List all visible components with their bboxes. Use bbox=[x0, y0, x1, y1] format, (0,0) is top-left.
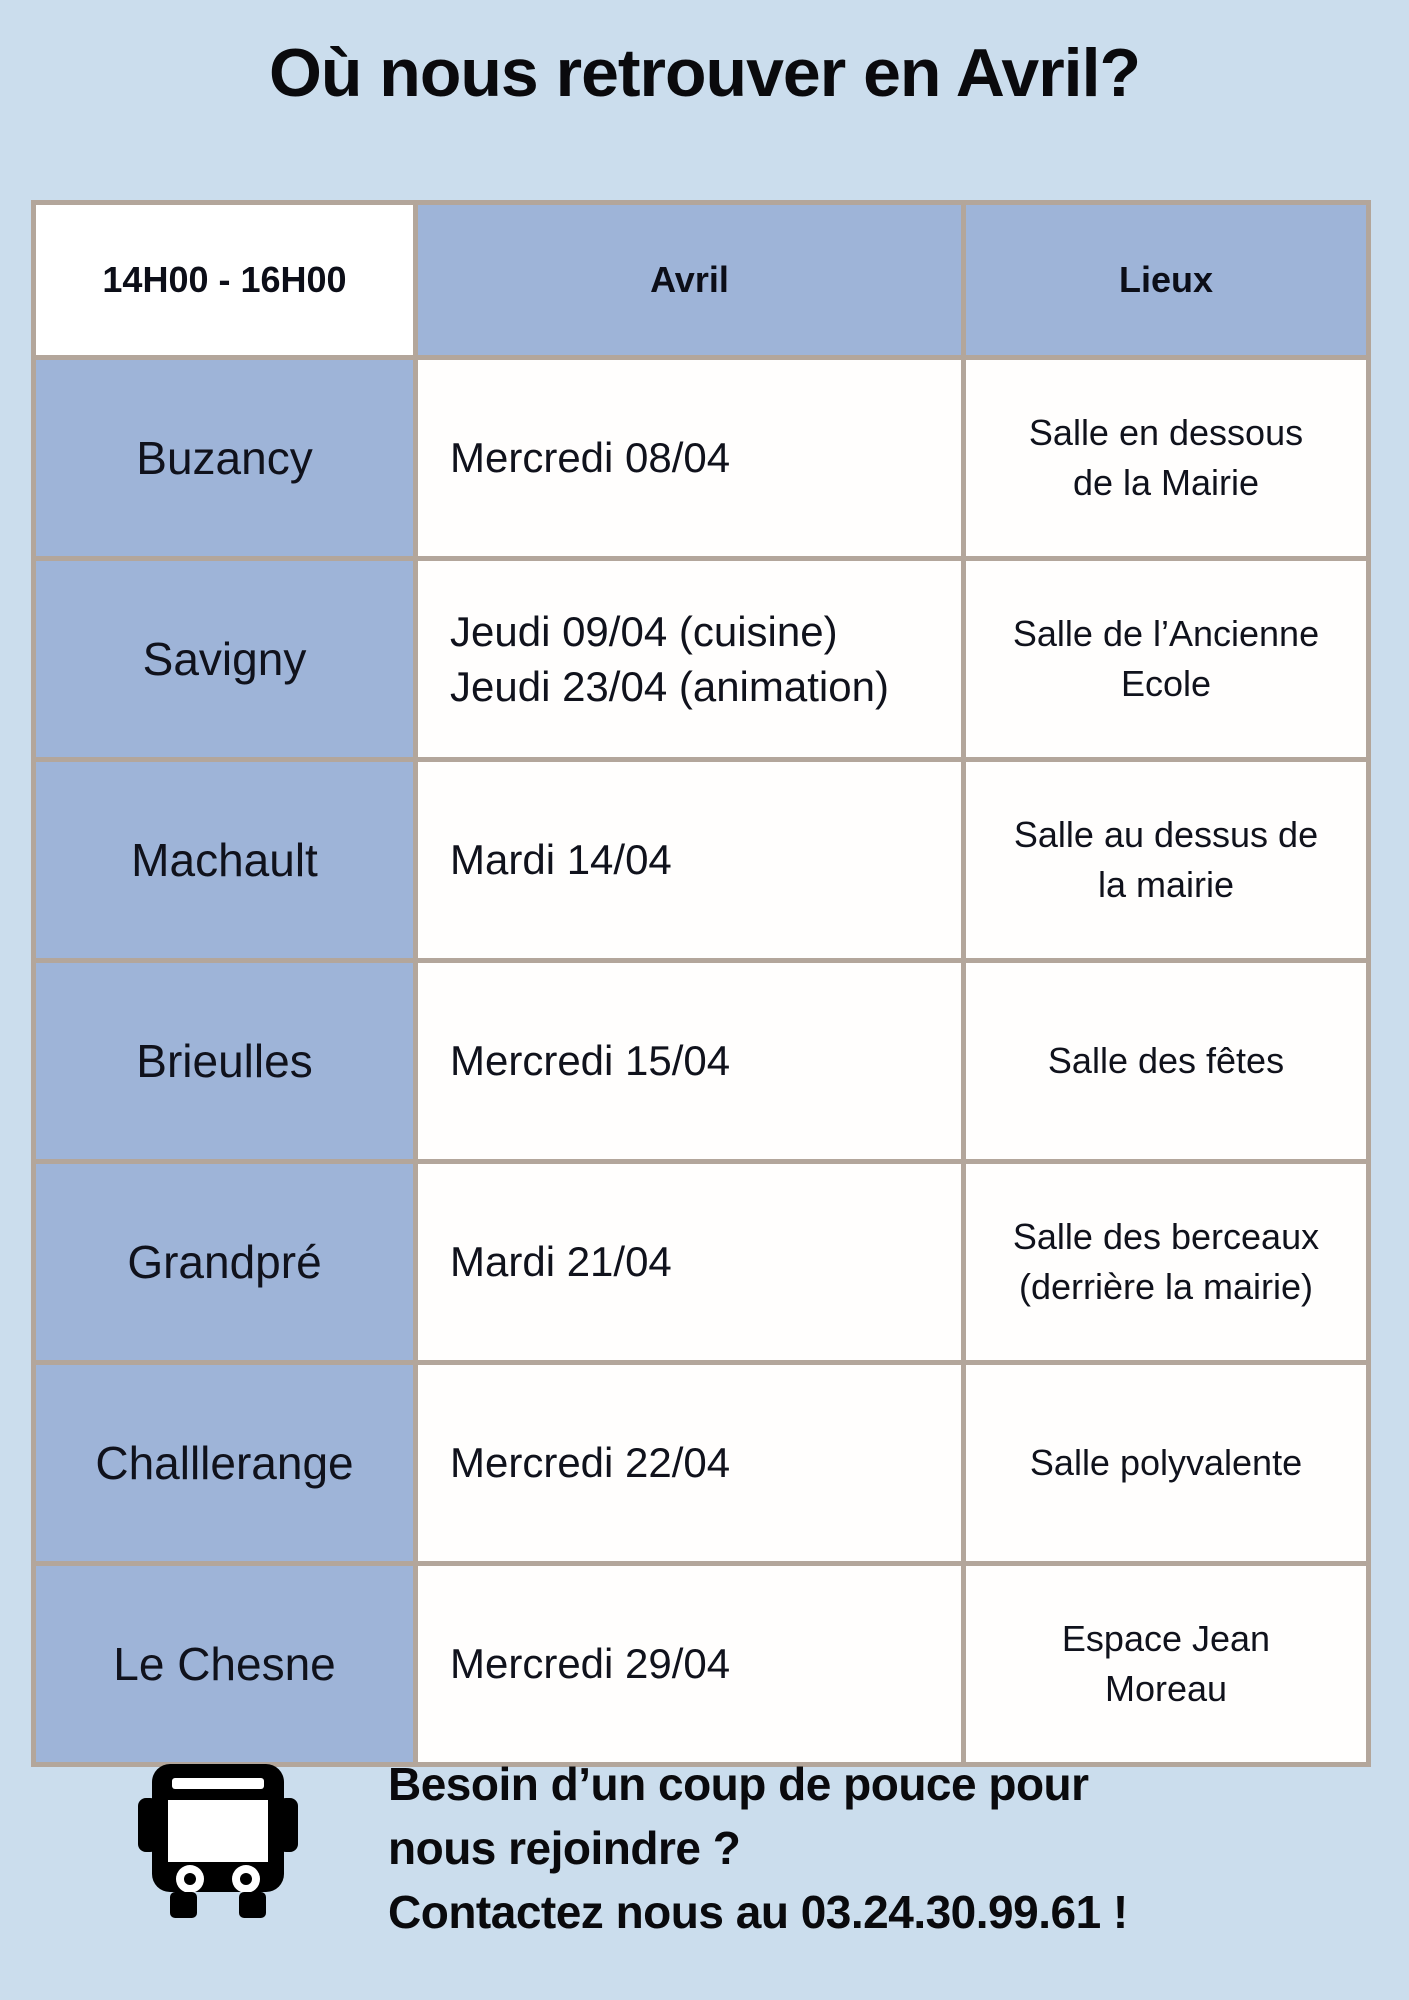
city-cell: Challlerange bbox=[36, 1365, 413, 1561]
date-line: Jeudi 23/04 (animation) bbox=[450, 663, 889, 710]
place-cell: Salle des berceaux (derrière la mairie) bbox=[966, 1164, 1366, 1360]
footer-line: Besoin d’un coup de pouce pour bbox=[388, 1758, 1089, 1810]
place-line: Salle polyvalente bbox=[1029, 1441, 1303, 1483]
city-cell: Brieulles bbox=[36, 963, 413, 1159]
date-line: Mardi 14/04 bbox=[450, 836, 672, 884]
place-cell: Salle de l’Ancienne Ecole bbox=[966, 561, 1366, 757]
date-cell: Mardi 21/04 bbox=[418, 1164, 961, 1360]
date-line: Mercredi 15/04 bbox=[450, 1037, 731, 1085]
place-line: la mairie bbox=[1097, 864, 1235, 905]
city-cell: Grandpré bbox=[36, 1164, 413, 1360]
place-cell: Salle des fêtes bbox=[966, 963, 1366, 1159]
date-cell: Jeudi 09/04 (cuisine) Jeudi 23/04 (anima… bbox=[418, 561, 961, 757]
date-line: Mercredi 22/04 bbox=[450, 1439, 731, 1487]
place-line: (derrière la mairie) bbox=[1018, 1266, 1314, 1307]
header-month: Avril bbox=[418, 205, 961, 355]
date-cell: Mercredi 08/04 bbox=[418, 360, 961, 556]
city-cell: Machault bbox=[36, 762, 413, 958]
date-cell: Mardi 14/04 bbox=[418, 762, 961, 958]
place-line: Salle des fêtes bbox=[1047, 1039, 1285, 1081]
place-line: Salle au dessus de bbox=[1013, 813, 1319, 855]
place-cell: Salle polyvalente bbox=[966, 1365, 1366, 1561]
date-line: Jeudi 09/04 (cuisine) bbox=[450, 607, 838, 655]
footer-line: nous rejoindre ? bbox=[388, 1822, 741, 1874]
footer-line: Contactez nous au 03.24.30.99.61 ! bbox=[388, 1886, 1128, 1938]
place-cell: Salle en dessous de la Mairie bbox=[966, 360, 1366, 556]
footer: Besoin d’un coup de pouce pour nous rejo… bbox=[138, 1752, 1128, 1944]
place-line: Salle des berceaux bbox=[1012, 1215, 1320, 1257]
city-cell: Buzancy bbox=[36, 360, 413, 556]
bus-icon bbox=[138, 1764, 298, 1918]
schedule-table: 14H00 - 16H00 Avril Lieux Buzancy Mercre… bbox=[31, 200, 1371, 1767]
date-cell: Mercredi 29/04 bbox=[418, 1566, 961, 1762]
place-line: de la Mairie bbox=[1072, 462, 1260, 503]
place-cell: Salle au dessus de la mairie bbox=[966, 762, 1366, 958]
date-line: Mercredi 08/04 bbox=[450, 434, 731, 482]
date-line: Mercredi 29/04 bbox=[450, 1640, 731, 1688]
date-cell: Mercredi 15/04 bbox=[418, 963, 961, 1159]
header-places: Lieux bbox=[966, 205, 1366, 355]
date-line: Mardi 21/04 bbox=[450, 1238, 672, 1286]
place-line: Ecole bbox=[1120, 663, 1212, 704]
place-line: Moreau bbox=[1104, 1668, 1228, 1709]
place-line: Salle de l’Ancienne bbox=[1012, 612, 1320, 654]
place-cell: Espace Jean Moreau bbox=[966, 1566, 1366, 1762]
city-cell: Le Chesne bbox=[36, 1566, 413, 1762]
header-time-slot: 14H00 - 16H00 bbox=[36, 205, 413, 355]
place-line: Salle en dessous bbox=[1028, 411, 1304, 453]
page-title: Où nous retrouver en Avril? bbox=[268, 35, 1141, 111]
date-cell: Mercredi 22/04 bbox=[418, 1365, 961, 1561]
place-line: Espace Jean bbox=[1061, 1617, 1271, 1659]
footer-text: Besoin d’un coup de pouce pour nous rejo… bbox=[388, 1752, 1128, 1944]
city-cell: Savigny bbox=[36, 561, 413, 757]
